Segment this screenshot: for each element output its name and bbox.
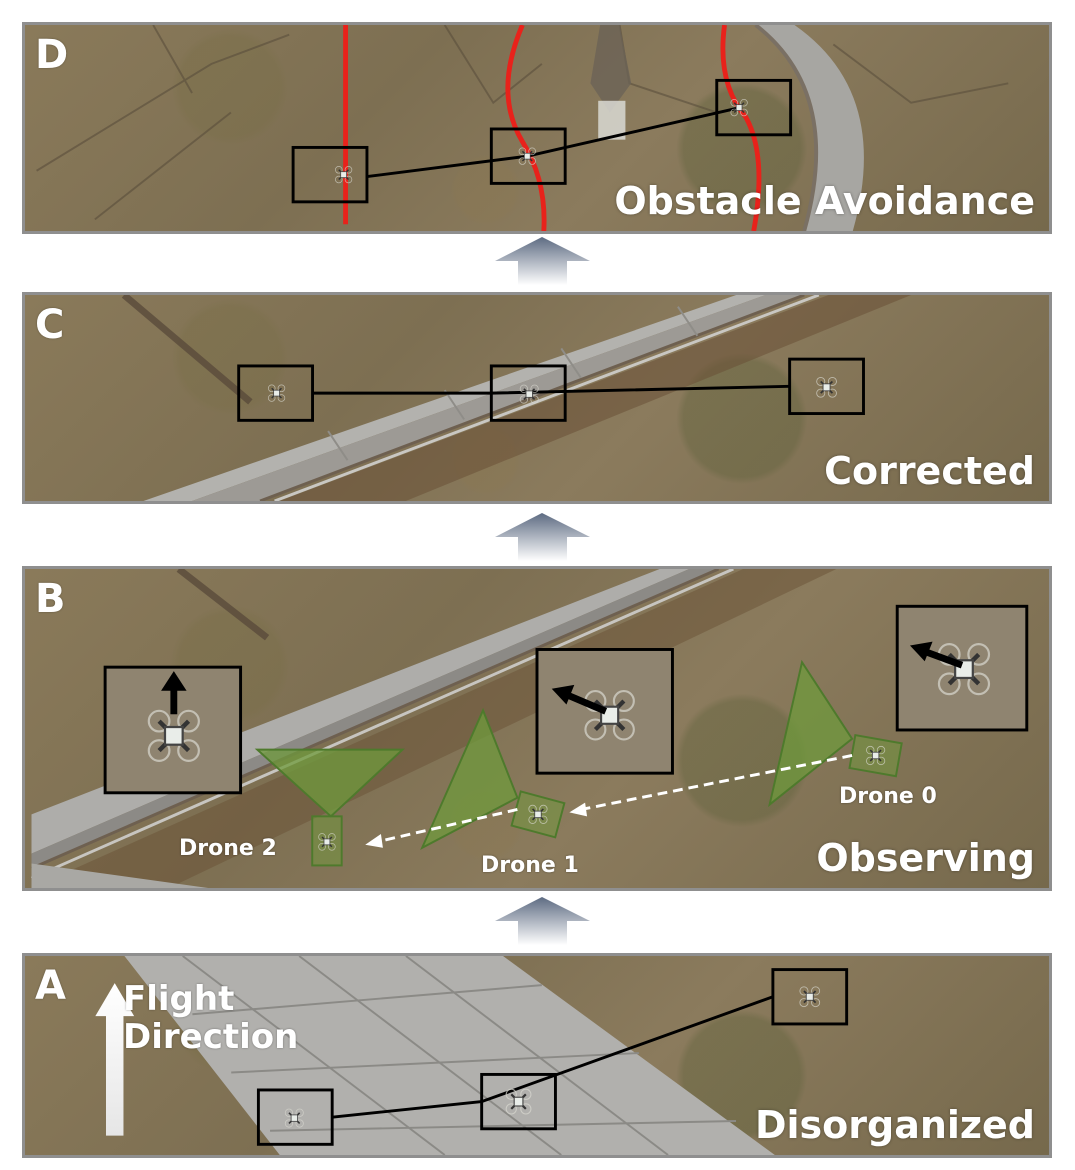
drone-box-middle: [489, 364, 567, 422]
panel-b-caption: Observing: [816, 836, 1035, 880]
drone-icon: [815, 376, 838, 399]
panel-b-letter: B: [35, 576, 66, 622]
drone-box-left: [256, 1088, 334, 1146]
panel-d-caption: Obstacle Avoidance: [614, 179, 1035, 223]
drone-0-zoom-inset: [895, 604, 1029, 732]
panel-a-scene: [95, 956, 849, 1155]
drone-1-zoom-inset: [535, 648, 674, 775]
drone-box-middle: [480, 1072, 557, 1131]
panel-d-scene: [36, 25, 1009, 231]
drone-box-middle: [489, 127, 567, 185]
flight-direction-arrow-icon: [95, 983, 135, 1136]
drone-icon: [267, 384, 286, 403]
drone-box-left: [291, 145, 369, 204]
panel-a-caption: Disorganized: [754, 1103, 1035, 1147]
panel-b: B Drone 0 Drone 1 Drone 2 Observing: [22, 566, 1052, 891]
drone-icon: [799, 985, 821, 1008]
panel-c: C Corrected: [22, 292, 1052, 504]
drone-0-label: Drone 0: [839, 784, 937, 809]
drone-box-left: [237, 364, 314, 422]
flight-direction-label: Flight Direction: [123, 979, 299, 1057]
up-arrow-icon: [495, 513, 590, 561]
drone-1-fov: [420, 707, 519, 850]
drone-box-right: [788, 357, 865, 416]
obstacle-line-3: [720, 25, 762, 231]
panel-c-caption: Corrected: [824, 449, 1035, 493]
drone-2-zoom-inset: [103, 665, 243, 795]
panel-a: A Flight Direction Disorganized: [22, 953, 1052, 1158]
panel-d: D Obstacle Avoidance: [22, 22, 1052, 234]
panel-d-letter: D: [35, 32, 69, 78]
drone-2-label: Drone 2: [179, 836, 277, 861]
panel-a-letter: A: [35, 963, 66, 1009]
obstacle-line-2: [505, 25, 547, 231]
panel-b-scene: [30, 569, 1029, 888]
heading-arrow-icon: [565, 691, 608, 715]
drone-1-label: Drone 1: [481, 853, 579, 878]
heading-arrow-icon: [923, 648, 964, 669]
drone-box-right: [771, 968, 849, 1026]
panel-c-letter: C: [35, 302, 65, 348]
up-arrow-icon: [495, 237, 590, 285]
panel-c-scene: [121, 295, 912, 501]
drone-box-right: [715, 78, 793, 137]
drone-2-fov: [254, 748, 406, 818]
up-arrow-icon: [495, 897, 590, 945]
